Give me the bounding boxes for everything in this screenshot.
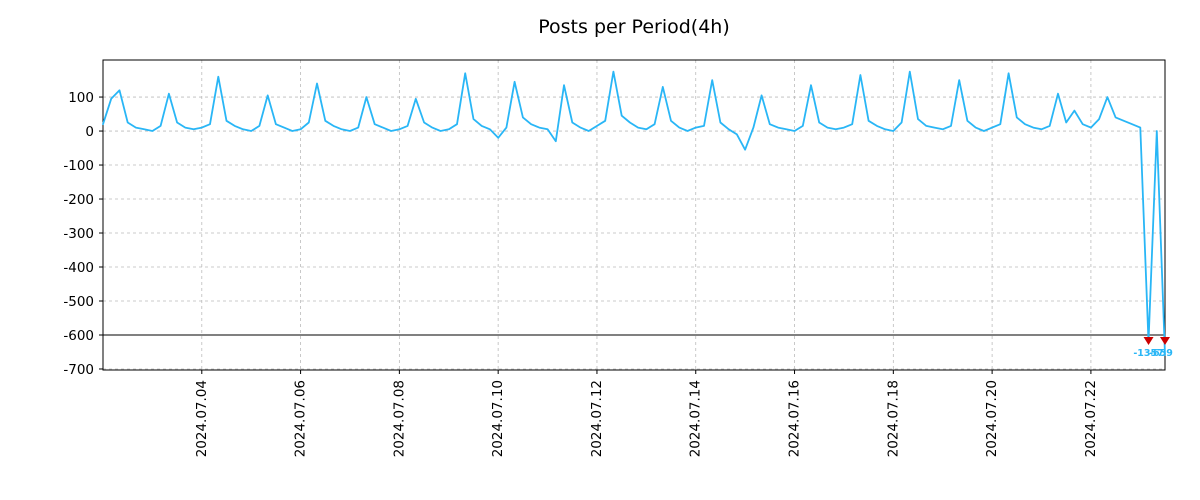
y-tick-label: -500 [63, 294, 94, 310]
x-tick-label: 2024.07.06 [293, 380, 309, 457]
x-tick-label: 2024.07.14 [688, 380, 704, 457]
y-tick-label: 0 [85, 124, 94, 140]
x-tick-label: 2024.07.04 [194, 380, 210, 457]
y-tick-label: -600 [63, 328, 94, 344]
clip-marker-icon [1143, 336, 1154, 345]
clip-marker-icon [1160, 336, 1170, 345]
x-tick-label: 2024.07.08 [391, 380, 407, 457]
annotation-label: -659 [1149, 348, 1173, 359]
y-tick-label: -100 [63, 158, 94, 174]
x-tick-label: 2024.07.10 [490, 380, 506, 457]
chart-title: Posts per Period(4h) [538, 16, 730, 38]
x-tick-label: 2024.07.20 [984, 380, 1000, 457]
x-tick-label: 2024.07.18 [885, 380, 901, 457]
data-line [102, 70, 1166, 356]
annotation-label: -1357 [1133, 348, 1163, 359]
y-tick-label: -400 [63, 260, 94, 276]
x-tick-label: 2024.07.16 [787, 380, 803, 457]
y-tick-label: 100 [68, 90, 94, 106]
x-tick-label: 2024.07.12 [589, 380, 605, 457]
y-tick-label: -700 [63, 362, 94, 378]
x-tick-label: 2024.07.22 [1083, 380, 1099, 457]
y-tick-label: -200 [63, 192, 94, 208]
plot-border [102, 59, 1166, 371]
y-tick-label: -300 [63, 226, 94, 242]
